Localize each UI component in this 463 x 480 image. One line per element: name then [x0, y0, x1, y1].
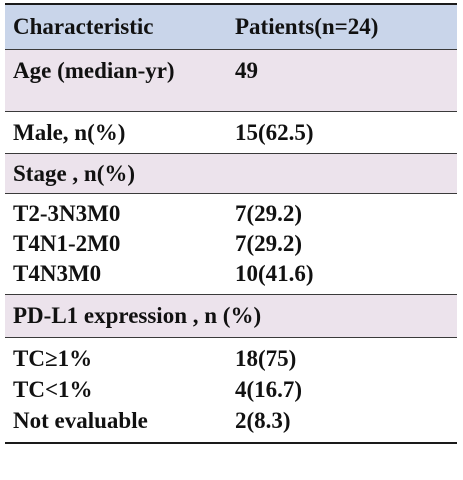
pdl1-row-value: 18(75) [235, 345, 297, 371]
table-row: TC≥1% 18(75) [5, 343, 457, 374]
pdl1-group: TC≥1% 18(75) TC<1% 4(16.7) Not evaluable… [5, 338, 457, 442]
pdl1-row-label: TC<1% [13, 376, 93, 402]
patient-characteristics-table: Characteristic Patients(n=24) Age (media… [5, 3, 457, 444]
pdl1-row-value: 2(8.3) [235, 407, 291, 433]
age-row: Age (median-yr) 49 [5, 50, 457, 112]
pdl1-row-value: 4(16.7) [235, 376, 303, 402]
age-value: 49 [235, 58, 258, 83]
stage-group: T2-3N3M0 7(29.2) T4N1-2M0 7(29.2) T4N3M0… [5, 194, 457, 295]
male-value: 15(62.5) [235, 119, 314, 145]
stage-row-label: T2-3N3M0 [13, 201, 121, 226]
age-label: Age (median-yr) [13, 58, 175, 83]
stage-row-value: 10(41.6) [235, 261, 314, 286]
stage-section-row: Stage , n(%) [5, 154, 457, 194]
pdl1-row-label: Not evaluable [13, 407, 148, 433]
pdl1-label: PD-L1 expression , n (%) [13, 303, 262, 328]
header-characteristic: Characteristic [13, 14, 154, 39]
male-row: Male, n(%) 15(62.5) [5, 112, 457, 154]
stage-label: Stage , n(%) [13, 160, 136, 186]
table-row: T2-3N3M0 7(29.2) [5, 199, 457, 229]
table-row: T4N1-2M0 7(29.2) [5, 229, 457, 259]
pdl1-row-label: TC≥1% [13, 345, 93, 371]
header-patients: Patients(n=24) [235, 14, 379, 39]
stage-row-label: T4N3M0 [13, 261, 102, 286]
table-header-row: Characteristic Patients(n=24) [5, 5, 457, 50]
stage-row-value: 7(29.2) [235, 201, 303, 226]
table-row: T4N3M0 10(41.6) [5, 259, 457, 289]
table-row: Not evaluable 2(8.3) [5, 405, 457, 436]
male-label: Male, n(%) [13, 119, 126, 145]
stage-row-value: 7(29.2) [235, 231, 303, 256]
stage-row-label: T4N1-2M0 [13, 231, 121, 256]
pdl1-section-row: PD-L1 expression , n (%) [5, 295, 457, 338]
table-row: TC<1% 4(16.7) [5, 374, 457, 405]
